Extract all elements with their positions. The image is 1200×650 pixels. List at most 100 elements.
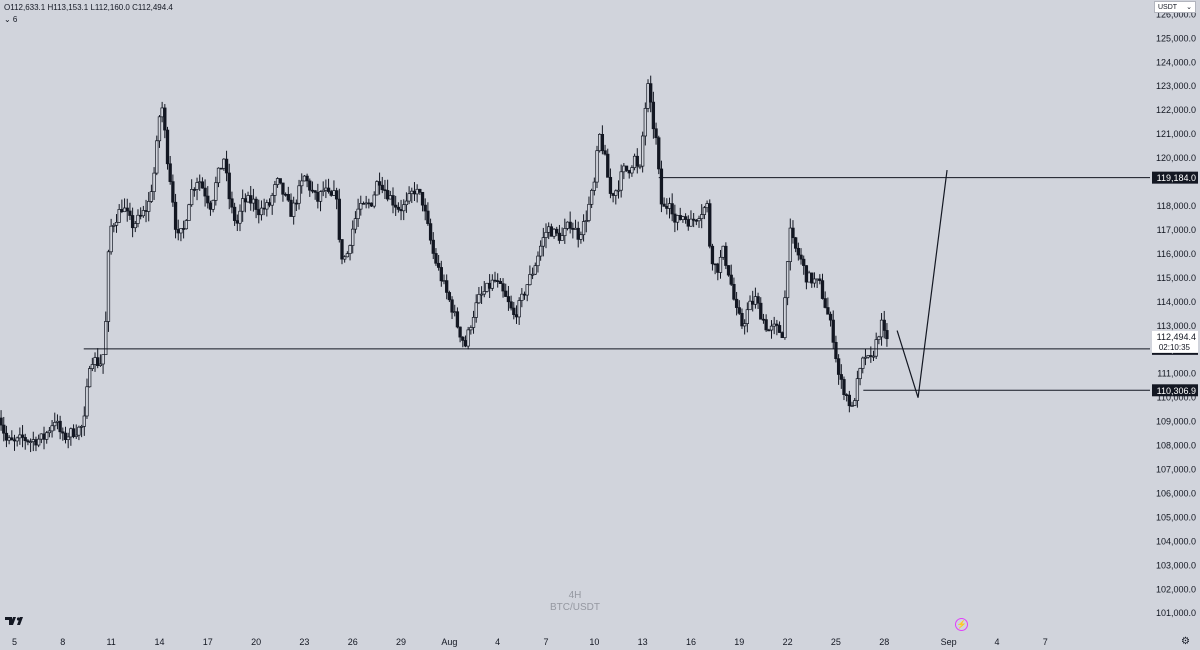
candle[interactable] [504, 283, 508, 298]
candle[interactable] [139, 207, 143, 220]
horizontal-levels[interactable] [83, 177, 1150, 391]
candle[interactable] [769, 320, 774, 339]
candle[interactable] [506, 285, 511, 311]
candle[interactable] [294, 199, 299, 211]
candle[interactable] [37, 434, 41, 448]
candle[interactable] [549, 223, 554, 237]
candle[interactable] [482, 281, 486, 298]
candle[interactable] [219, 167, 223, 170]
candle[interactable] [133, 220, 137, 233]
candle[interactable] [200, 177, 205, 189]
candle[interactable] [812, 272, 817, 288]
candle[interactable] [69, 427, 73, 446]
candle[interactable] [157, 115, 162, 148]
candle[interactable] [447, 290, 452, 303]
candle[interactable] [563, 218, 567, 244]
candle[interactable] [576, 221, 580, 248]
candle[interactable] [34, 436, 38, 452]
candle[interactable] [477, 287, 481, 305]
candle[interactable] [635, 148, 639, 174]
candle[interactable] [270, 192, 274, 215]
candle[interactable] [372, 191, 376, 209]
candle[interactable] [31, 431, 35, 452]
candle[interactable] [224, 150, 229, 182]
candle[interactable] [168, 155, 172, 185]
candle[interactable] [431, 232, 435, 260]
candle[interactable] [836, 354, 841, 385]
candle[interactable] [275, 177, 280, 188]
candle[interactable] [665, 198, 669, 215]
candle[interactable] [673, 204, 677, 233]
candle[interactable] [458, 326, 462, 343]
candle[interactable] [670, 193, 674, 222]
candle[interactable] [517, 297, 521, 325]
candle[interactable] [176, 219, 180, 241]
candle[interactable] [863, 348, 868, 366]
candle[interactable] [675, 214, 680, 231]
candle[interactable] [627, 169, 631, 179]
candle[interactable] [522, 291, 527, 300]
candle[interactable] [796, 242, 800, 261]
candle[interactable] [767, 328, 771, 332]
projection-drawing[interactable] [896, 170, 948, 398]
candle[interactable] [471, 310, 476, 334]
candle[interactable] [453, 304, 457, 317]
candle[interactable] [718, 249, 723, 279]
candle[interactable] [300, 173, 304, 194]
candle[interactable] [592, 177, 596, 196]
candle[interactable] [761, 313, 766, 324]
candle[interactable] [713, 263, 717, 275]
candle[interactable] [794, 236, 798, 253]
candle[interactable] [600, 125, 605, 155]
candle[interactable] [573, 219, 578, 230]
candle[interactable] [313, 190, 317, 200]
candle[interactable] [179, 228, 183, 242]
candle[interactable] [380, 176, 384, 194]
candle[interactable] [657, 135, 661, 175]
candle[interactable] [281, 182, 285, 202]
candle[interactable] [410, 187, 414, 203]
candle[interactable] [788, 218, 792, 271]
candle[interactable] [10, 430, 14, 441]
candle[interactable] [106, 249, 111, 332]
candle[interactable] [418, 188, 422, 195]
candle[interactable] [552, 228, 556, 239]
candle[interactable] [732, 277, 736, 301]
candle[interactable] [826, 297, 830, 315]
candle[interactable] [144, 199, 148, 223]
candle[interactable] [514, 305, 519, 324]
candle[interactable] [321, 181, 325, 197]
candle[interactable] [235, 214, 239, 232]
tradingview-logo[interactable] [4, 615, 24, 627]
candle[interactable] [541, 227, 545, 257]
candle[interactable] [807, 270, 811, 283]
candle[interactable] [329, 189, 333, 197]
candle[interactable] [726, 265, 731, 277]
candle[interactable] [874, 332, 878, 360]
candle[interactable] [214, 176, 218, 206]
candle[interactable] [316, 183, 320, 209]
candle[interactable] [173, 193, 178, 239]
candle[interactable] [0, 410, 3, 431]
candle[interactable] [498, 278, 503, 284]
candle[interactable] [434, 248, 438, 266]
candle[interactable] [208, 200, 213, 216]
candle[interactable] [547, 222, 551, 240]
candle[interactable] [708, 199, 712, 249]
candle[interactable] [651, 91, 656, 139]
candle[interactable] [4, 425, 9, 448]
candle[interactable] [50, 420, 54, 438]
candle[interactable] [286, 186, 290, 203]
candle[interactable] [149, 184, 154, 203]
candle[interactable] [681, 215, 685, 223]
plot-area[interactable] [0, 75, 889, 453]
candle[interactable] [101, 354, 105, 374]
candle[interactable] [39, 433, 43, 444]
candle[interactable] [241, 189, 245, 222]
candle[interactable] [117, 204, 121, 223]
candle[interactable] [520, 288, 524, 308]
candle[interactable] [853, 398, 857, 407]
candle[interactable] [818, 274, 822, 285]
candle[interactable] [659, 160, 664, 213]
candle[interactable] [748, 295, 752, 311]
